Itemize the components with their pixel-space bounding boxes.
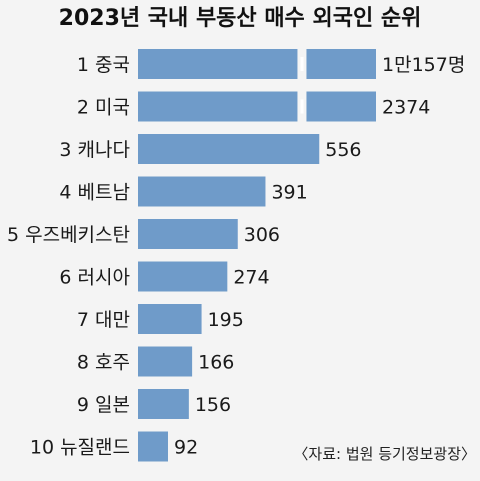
bar-7 [138, 304, 202, 334]
value-label: 274 [233, 267, 269, 289]
value-label: 166 [198, 352, 234, 374]
category-label: 10 뉴질랜드 [30, 437, 130, 459]
category-label: 4 베트남 [59, 182, 130, 204]
value-label: 2374 [382, 97, 430, 119]
category-label: 9 일본 [77, 394, 130, 416]
bar-1 [138, 49, 376, 79]
category-label: 8 호주 [77, 352, 130, 374]
chart-title: 2023년 국내 부동산 매수 외국인 순위 [59, 6, 422, 31]
bar-8 [138, 346, 193, 377]
category-label: 5 우즈베키스탄 [7, 224, 130, 246]
value-label: 1만157명 [382, 54, 465, 76]
bar-3 [138, 134, 320, 164]
bar-10 [138, 431, 168, 462]
value-label: 92 [174, 437, 198, 459]
value-label: 195 [208, 309, 244, 331]
category-label: 3 캐나다 [59, 139, 130, 161]
axis-break-mark [300, 99, 304, 114]
category-label: 2 미국 [77, 97, 130, 119]
value-label: 156 [195, 394, 231, 416]
bars-layer: 1 중국 1만157명 2 미국 2374 3 캐나다 556 4 베트남 391 5 우즈베키… [7, 48, 465, 462]
category-label: 7 대만 [77, 309, 130, 331]
bar-4 [138, 176, 266, 207]
source-note: 〈자료: 법원 등기정보광장〉 [293, 445, 476, 463]
value-label: 391 [271, 182, 307, 204]
bar-6 [138, 261, 228, 292]
value-label: 306 [244, 224, 280, 246]
bar-9 [138, 389, 189, 419]
bar-2 [138, 91, 376, 122]
value-label: 556 [325, 139, 361, 161]
bar-5 [138, 219, 238, 249]
axis-break-mark [300, 57, 304, 71]
category-label: 6 러시아 [59, 267, 130, 289]
category-label: 1 중국 [77, 54, 130, 76]
